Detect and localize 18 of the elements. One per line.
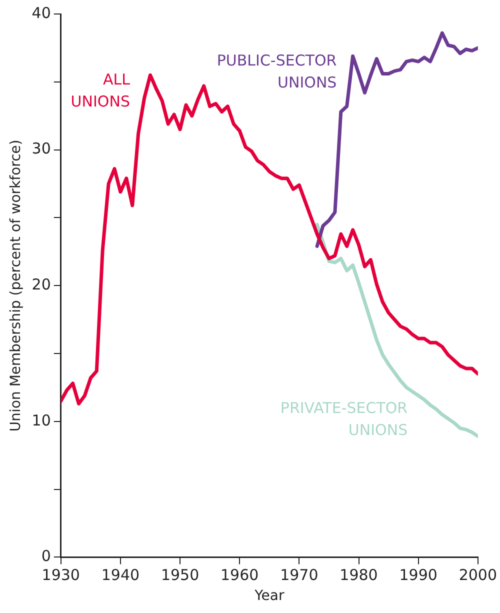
x-tick-label: 1990	[399, 566, 438, 584]
y-tick-label: 30	[32, 140, 51, 158]
x-tick-label: 1940	[101, 566, 140, 584]
y-tick-label: 40	[32, 4, 51, 22]
x-tick-label: 1930	[42, 566, 80, 584]
series-label: ALL UNIONS	[70, 70, 131, 110]
x-tick-label: 1950	[160, 566, 200, 584]
x-tick-label: 2000	[458, 566, 498, 584]
y-tick-label: 0	[41, 547, 51, 566]
series-label: PRIVATE-SECTOR UNIONS	[280, 399, 408, 440]
y-tick-label: 10	[32, 411, 51, 430]
x-tick-label: 1970	[280, 566, 318, 584]
x-tick-label: 1980	[340, 566, 378, 584]
series-label: PUBLIC-SECTOR UNIONS	[216, 51, 337, 92]
x-tick-label: 1960	[220, 566, 259, 584]
y-tick-label: 20	[32, 275, 51, 294]
y-axis-title: Union Membership (percent of workforce)	[8, 140, 24, 432]
x-axis-title: Year	[254, 588, 284, 604]
